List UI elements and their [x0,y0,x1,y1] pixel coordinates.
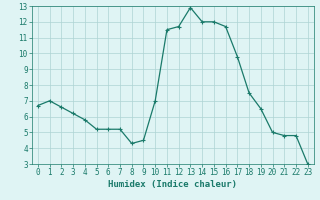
X-axis label: Humidex (Indice chaleur): Humidex (Indice chaleur) [108,180,237,189]
